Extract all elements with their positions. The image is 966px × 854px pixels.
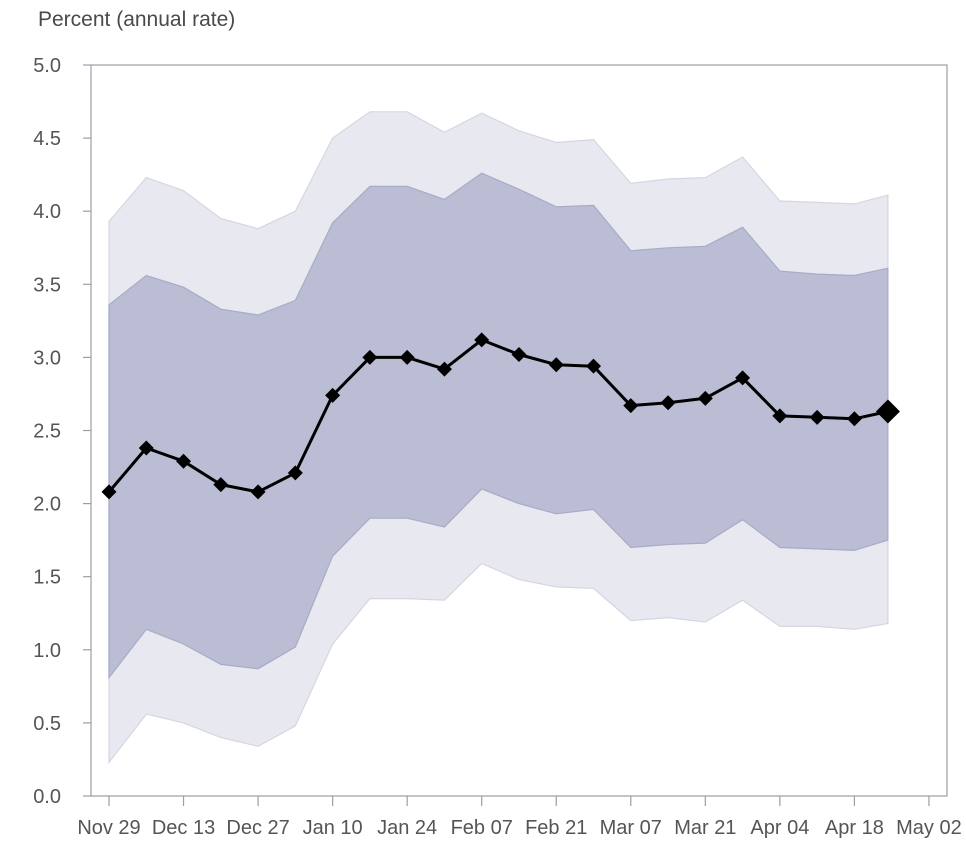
point-marker bbox=[846, 411, 862, 427]
y-tick-label: 1.0 bbox=[33, 640, 61, 662]
point-marker bbox=[436, 361, 452, 377]
x-tick-label: Jan 24 bbox=[377, 817, 437, 839]
inner-band bbox=[108, 172, 889, 680]
point-marker bbox=[586, 358, 602, 374]
x-tick-label: Jan 10 bbox=[303, 817, 363, 839]
y-tick-label: 0.5 bbox=[33, 713, 61, 735]
y-tick-label: 4.5 bbox=[33, 128, 61, 150]
y-tick-label: 3.5 bbox=[33, 274, 61, 296]
point-marker bbox=[623, 398, 639, 414]
y-tick-label: 5.0 bbox=[33, 55, 61, 77]
point-marker bbox=[548, 357, 564, 373]
x-tick-label: Apr 18 bbox=[825, 817, 884, 839]
point-marker bbox=[511, 346, 527, 362]
y-tick-label: 2.0 bbox=[33, 494, 61, 516]
point-marker bbox=[660, 395, 676, 411]
point-marker bbox=[213, 477, 229, 493]
point-marker bbox=[362, 349, 378, 365]
x-tick-label: Mar 07 bbox=[600, 817, 662, 839]
point-marker bbox=[735, 370, 751, 386]
x-tick-label: Feb 07 bbox=[451, 817, 513, 839]
y-axis-title: Percent (annual rate) bbox=[38, 8, 236, 31]
x-tick-label: May 02 bbox=[896, 817, 962, 839]
x-tick-label: Dec 27 bbox=[226, 817, 289, 839]
latest-point-marker bbox=[875, 399, 900, 424]
median-line bbox=[107, 338, 889, 494]
x-tick-label: Nov 29 bbox=[77, 817, 140, 839]
point-marker bbox=[325, 387, 341, 403]
x-tick-label: Feb 21 bbox=[525, 817, 587, 839]
x-axis: Nov 29 Dec 13 Dec 27 Jan 10 Jan 24 Feb 07 Feb … bbox=[77, 796, 962, 839]
point-marker bbox=[474, 332, 490, 348]
x-tick-label: Apr 04 bbox=[750, 817, 809, 839]
point-marker bbox=[772, 408, 788, 424]
y-tick-label: 1.5 bbox=[33, 567, 61, 589]
point-marker bbox=[399, 349, 415, 365]
y-tick-label: 3.0 bbox=[33, 347, 61, 369]
series-line bbox=[101, 332, 900, 500]
point-marker bbox=[176, 453, 192, 469]
x-tick-label: Dec 13 bbox=[152, 817, 215, 839]
point-marker bbox=[138, 440, 154, 456]
y-tick-label: 4.0 bbox=[33, 201, 61, 223]
y-tick-label: 0.0 bbox=[33, 786, 61, 808]
point-marker bbox=[101, 484, 117, 500]
point-marker bbox=[250, 484, 266, 500]
point-marker bbox=[697, 390, 713, 406]
y-tick-label: 2.5 bbox=[33, 421, 61, 443]
y-axis: 0.0 0.5 1.0 1.5 2.0 2.5 3.0 3.5 4.0 4.5 5.0 bbox=[33, 55, 91, 808]
point-marker bbox=[809, 409, 825, 425]
point-marker bbox=[287, 465, 303, 481]
confidence-bands bbox=[108, 111, 889, 765]
x-tick-label: Mar 21 bbox=[674, 817, 736, 839]
